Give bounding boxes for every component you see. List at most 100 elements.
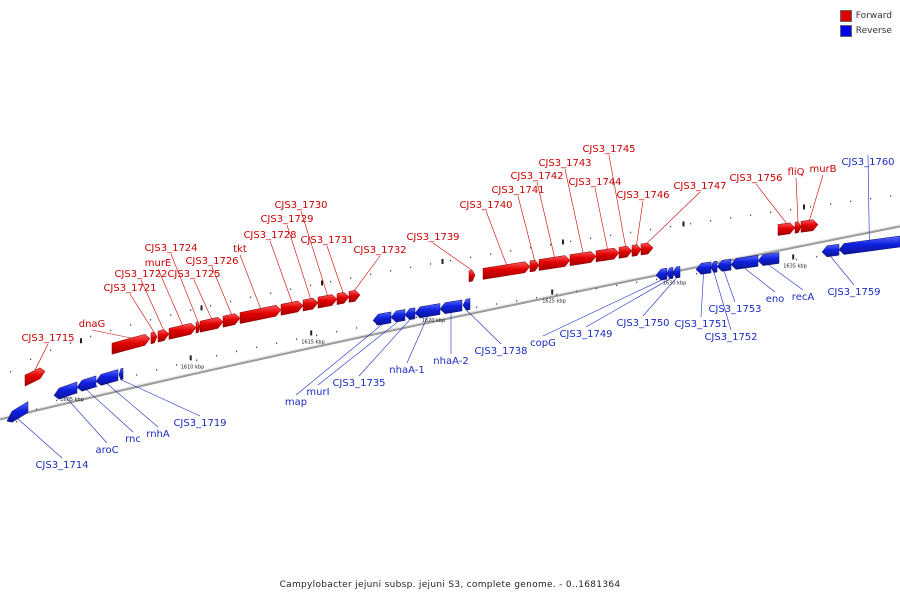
gene-label-cjs3-1739[interactable]: CJS3_1739 xyxy=(406,232,459,243)
gene-feature-cjs3-1732[interactable] xyxy=(348,290,361,303)
gene-label-cjs3-1747[interactable]: CJS3_1747 xyxy=(673,181,726,192)
gene-label-cjs3-1729[interactable]: CJS3_1729 xyxy=(260,214,313,225)
gene-feature-cjs3-1728[interactable] xyxy=(280,300,304,316)
gene-feature-nhaa-1[interactable] xyxy=(414,303,441,319)
gene-label-cjs3-1756[interactable]: CJS3_1756 xyxy=(729,173,782,184)
minor-tick xyxy=(16,420,18,423)
genome-caption: Campylobacter jejuni subsp. jejuni S3, c… xyxy=(279,580,621,590)
gene-label-cjs3-1746[interactable]: CJS3_1746 xyxy=(616,190,669,201)
gene-label-cjs3-1753[interactable]: CJS3_1753 xyxy=(708,304,761,315)
gene-feature-cjs3-1759[interactable] xyxy=(821,243,840,258)
gene-label-cjs3-1732[interactable]: CJS3_1732 xyxy=(353,245,406,256)
gene-label-cjs3-1749[interactable]: CJS3_1749 xyxy=(559,329,612,340)
gene-feature-tkt[interactable] xyxy=(239,304,282,324)
gene-label-rnc[interactable]: rnc xyxy=(125,434,141,445)
minor-tick xyxy=(830,203,832,205)
gene-feature-cjs3-1750[interactable] xyxy=(672,266,681,279)
gene-feature-dnag[interactable] xyxy=(111,334,151,355)
gene-feature-fliq[interactable] xyxy=(794,221,802,234)
gene-feature-rnha[interactable] xyxy=(95,369,119,386)
gene-label-fliq[interactable]: fliQ xyxy=(788,167,805,178)
gene-label-nhaa-1[interactable]: nhaA-1 xyxy=(389,365,424,376)
gene-feature-cjs3-1751[interactable] xyxy=(695,261,712,275)
gene-feature-cjs3-1746[interactable] xyxy=(631,244,642,257)
leader-line xyxy=(354,255,381,291)
gene-feature-copg[interactable] xyxy=(655,267,668,281)
gene-label-aroc[interactable]: aroC xyxy=(95,445,118,456)
gene-label-cjs3-1725[interactable]: CJS3_1725 xyxy=(167,269,220,280)
gene-feature-eno[interactable] xyxy=(730,255,759,270)
gene-feature-cjs3-1745[interactable] xyxy=(618,245,633,259)
gene-label-map[interactable]: map xyxy=(285,397,307,408)
gene-label-cjs3-1760[interactable]: CJS3_1760 xyxy=(841,157,894,168)
gene-feature-cjs3-1738[interactable] xyxy=(462,298,471,311)
gene-label-cjs3-1741[interactable]: CJS3_1741 xyxy=(491,185,544,196)
gene-feature-cjs3-1729[interactable] xyxy=(302,297,319,312)
gene-label-murb[interactable]: murB xyxy=(809,164,836,175)
minor-tick xyxy=(556,293,558,296)
gene-feature-cjs3-1721[interactable] xyxy=(150,331,158,345)
gene-feature-muri[interactable] xyxy=(390,309,406,323)
gene-label-mure[interactable]: murE xyxy=(145,258,172,269)
gene-label-cjs3-1731[interactable]: CJS3_1731 xyxy=(300,235,353,246)
gene-label-cjs3-1714[interactable]: CJS3_1714 xyxy=(35,460,88,471)
gene-label-cjs3-1722[interactable]: CJS3_1722 xyxy=(114,269,167,280)
gene-label-cjs3-1740[interactable]: CJS3_1740 xyxy=(459,200,512,211)
gene-label-tkt[interactable]: tkt xyxy=(233,244,247,255)
gene-label-cjs3-1738[interactable]: CJS3_1738 xyxy=(474,346,527,357)
gene-label-cjs3-1735[interactable]: CJS3_1735 xyxy=(332,378,385,389)
gene-feature-mure[interactable] xyxy=(168,323,197,340)
gene-label-cjs3-1750[interactable]: CJS3_1750 xyxy=(616,318,669,329)
gene-label-cjs3-1744[interactable]: CJS3_1744 xyxy=(568,177,621,188)
gene-label-eno[interactable]: eno xyxy=(766,294,785,305)
gene-feature-cjs3-1719[interactable] xyxy=(118,367,124,381)
gene-feature-cjs3-1722[interactable] xyxy=(157,329,170,343)
gene-label-cjs3-1743[interactable]: CJS3_1743 xyxy=(538,158,591,169)
gene-label-cjs3-1742[interactable]: CJS3_1742 xyxy=(510,171,563,182)
gene-label-cjs3-1726[interactable]: CJS3_1726 xyxy=(185,256,238,267)
gene-label-cjs3-1759[interactable]: CJS3_1759 xyxy=(827,287,880,298)
gene-label-cjs3-1751[interactable]: CJS3_1751 xyxy=(674,319,727,330)
gene-label-cjs3-1728[interactable]: CJS3_1728 xyxy=(243,230,296,241)
gene-feature-cjs3-1741[interactable] xyxy=(529,259,540,273)
gene-feature-cjs3-1715[interactable] xyxy=(24,367,46,387)
gene-feature-rnc[interactable] xyxy=(76,375,97,392)
gene-feature-cjs3-1735[interactable] xyxy=(404,307,416,320)
gene-feature-cjs3-1739[interactable] xyxy=(468,269,476,282)
gene-label-cjs3-1730[interactable]: CJS3_1730 xyxy=(274,200,327,211)
minor-tick xyxy=(416,316,418,319)
gene-feature-cjs3-1747[interactable] xyxy=(640,242,654,256)
gene-feature-cjs3-1749[interactable] xyxy=(666,267,674,280)
gene-feature-cjs3-1714[interactable] xyxy=(6,401,29,423)
leader-line xyxy=(768,264,804,291)
gene-feature-cjs3-1760[interactable] xyxy=(838,235,900,255)
major-tick-upper xyxy=(803,204,805,210)
gene-feature-cjs3-1730[interactable] xyxy=(317,294,338,309)
gene-label-nhaa-2[interactable]: nhaA-2 xyxy=(433,356,468,367)
gene-feature-murb[interactable] xyxy=(800,219,819,233)
gene-label-muri[interactable]: murI xyxy=(306,387,329,398)
gene-feature-cjs3-1743[interactable] xyxy=(569,251,597,266)
gene-feature-cjs3-1724[interactable] xyxy=(195,321,201,334)
gene-label-rnha[interactable]: rnhA xyxy=(146,429,170,440)
gene-feature-map[interactable] xyxy=(372,311,392,326)
gene-label-cjs3-1724[interactable]: CJS3_1724 xyxy=(144,243,197,254)
gene-feature-cjs3-1726[interactable] xyxy=(222,313,241,328)
gene-feature-cjs3-1756[interactable] xyxy=(777,222,796,236)
gene-label-cjs3-1715[interactable]: CJS3_1715 xyxy=(21,333,74,344)
gene-feature-reca[interactable] xyxy=(757,252,780,266)
gene-label-reca[interactable]: recA xyxy=(792,292,815,303)
gene-feature-cjs3-1740[interactable] xyxy=(482,261,531,280)
gene-label-cjs3-1745[interactable]: CJS3_1745 xyxy=(582,144,635,155)
gene-label-copg[interactable]: copG xyxy=(530,338,556,349)
gene-label-cjs3-1721[interactable]: CJS3_1721 xyxy=(103,283,156,294)
gene-feature-cjs3-1744[interactable] xyxy=(595,247,620,263)
gene-feature-cjs3-1731[interactable] xyxy=(336,292,350,305)
gene-label-cjs3-1752[interactable]: CJS3_1752 xyxy=(704,332,757,343)
gene-label-cjs3-1719[interactable]: CJS3_1719 xyxy=(173,418,226,429)
gene-feature-nhaa-2[interactable] xyxy=(439,299,463,314)
gene-feature-cjs3-1742[interactable] xyxy=(538,255,571,271)
leader-line xyxy=(585,278,671,328)
gene-feature-cjs3-1725[interactable] xyxy=(199,317,224,333)
gene-label-dnag[interactable]: dnaG xyxy=(79,319,106,330)
